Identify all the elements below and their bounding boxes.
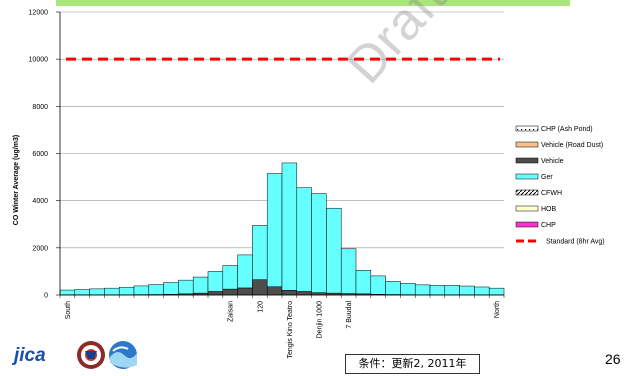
bar-ger-2 — [89, 288, 105, 296]
legend-swatch-cfwh — [515, 189, 539, 196]
bar-vehicle-12 — [237, 287, 253, 296]
bar-ger-26 — [444, 285, 460, 296]
bar-ger-22 — [385, 281, 401, 295]
top-accent-bar — [56, 0, 570, 6]
legend-swatch-ger — [515, 173, 539, 180]
legend-label-chp_ash_pond: CHP (Ash Pond) — [541, 126, 593, 133]
bar-ger-16 — [296, 187, 312, 292]
legend-label-standard: Standard (8hr Avg) — [546, 239, 605, 246]
jica-logo: jica — [14, 345, 46, 366]
y-tick-label: 8000 — [32, 104, 48, 111]
bar-ger-5 — [133, 285, 150, 295]
x-tick-label: 120 — [257, 301, 264, 313]
bar-ger-25 — [429, 285, 446, 296]
legend-label-vehicle: Vehicle — [541, 158, 564, 165]
bar-ger-18 — [326, 207, 342, 294]
bar-ger-0 — [59, 289, 76, 296]
bar-ger-3 — [104, 287, 120, 296]
logo-group: jica — [14, 337, 154, 373]
legend-swatch-hob — [515, 205, 539, 212]
y-tick-label: 4000 — [32, 198, 48, 205]
bar-vehicle-11 — [222, 288, 238, 296]
bar-ger-19 — [340, 248, 357, 294]
bar-ger-28 — [474, 286, 490, 296]
bar-vehicle-16 — [296, 291, 312, 296]
bar-ger-15 — [281, 162, 298, 291]
x-tick-label: 7 Buudal — [346, 301, 353, 329]
bar-ger-17 — [311, 193, 327, 293]
x-tick-label: South — [65, 301, 72, 319]
bar-ger-23 — [400, 283, 416, 295]
bar-ger-7 — [163, 282, 179, 295]
bar-ger-1 — [74, 289, 90, 296]
legend-label-chp: CHP — [541, 222, 556, 229]
y-tick-label: 10000 — [29, 57, 49, 64]
bar-ger-13 — [252, 225, 268, 280]
legend-label-ger: Ger — [541, 174, 553, 181]
page-number: 26 — [605, 351, 621, 367]
condition-label: 条件：更新2, 2011年 — [345, 354, 480, 374]
bar-ger-12 — [237, 254, 253, 289]
bar-ger-14 — [266, 173, 283, 287]
bar-vehicle-14 — [266, 286, 283, 296]
bar-ger-4 — [118, 286, 135, 296]
legend-swatch-chp — [515, 221, 539, 228]
x-tick-label: Tengis Kino Teatro — [287, 301, 294, 359]
bar-series — [59, 162, 505, 296]
bar-ger-6 — [148, 284, 164, 295]
x-tick-label: Denjin 1000 — [317, 301, 324, 338]
y-tick-label: 6000 — [32, 151, 48, 158]
y-tick-label: 0 — [44, 293, 48, 300]
bar-ger-10 — [207, 271, 224, 292]
tick-labels: 0 2000 4000 6000 8000 10000 12000 South Zaisan 12… — [29, 10, 502, 359]
legend: CHP (Ash Pond) Vehicle (Road Dust) Vehicle… — [515, 125, 605, 246]
y-tick-label: 12000 — [29, 10, 49, 17]
bar-ger-9 — [192, 276, 209, 294]
bar-ger-8 — [178, 279, 194, 295]
seal-emblem-icon — [77, 341, 105, 369]
bar-ger-21 — [370, 275, 386, 295]
legend-label-hob: HOB — [541, 206, 557, 213]
x-tick-label: North — [494, 301, 501, 318]
y-tick-label: 2000 — [32, 245, 48, 252]
y-axis-label: CO Winter Average (ug/m3) — [13, 135, 20, 225]
legend-swatch-vehicle — [515, 157, 539, 164]
bar-vehicle-15 — [281, 290, 298, 296]
legend-label-cfwh: CFWH — [541, 190, 562, 197]
legend-swatch-chp_ash_pond — [515, 125, 539, 132]
legend-label-vehicle_road_dust: Vehicle (Road Dust) — [541, 142, 603, 149]
legend-swatch-vehicle_road_dust — [515, 141, 539, 148]
bar-ger-20 — [355, 269, 372, 295]
bar-ger-29 — [488, 287, 505, 296]
bar-vehicle-13 — [252, 279, 268, 296]
bar-vehicle-10 — [207, 291, 224, 296]
bar-ger-24 — [414, 284, 431, 296]
x-tick-label: Zaisan — [228, 301, 235, 322]
logo-emblems — [77, 341, 137, 369]
bar-ger-11 — [222, 265, 238, 290]
wave-emblem-icon — [109, 341, 137, 369]
bar-ger-27 — [459, 285, 475, 296]
